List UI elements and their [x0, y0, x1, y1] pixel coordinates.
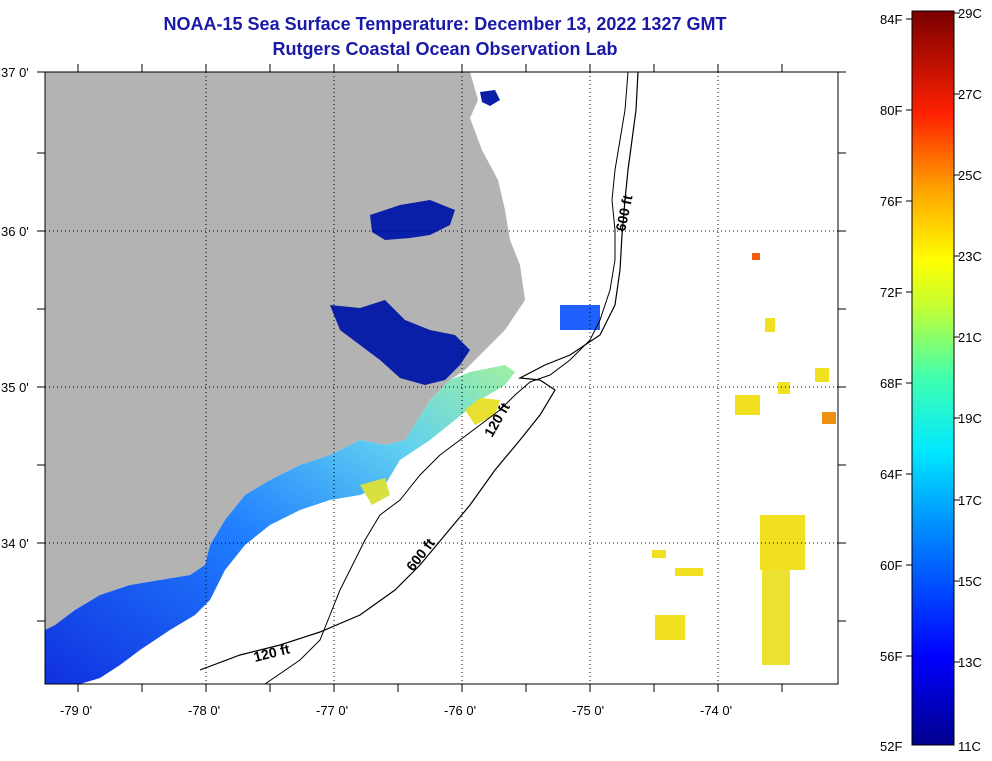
celsius-label: 19C [958, 411, 982, 426]
offshore-sst-patch [778, 382, 790, 394]
offshore-sst-patch [765, 318, 775, 332]
offshore-sst-patch [652, 550, 666, 558]
albemarle-sound [370, 200, 455, 240]
lon-label: -74 0' [700, 703, 732, 718]
celsius-label: 29C [958, 6, 982, 21]
warm-patch [360, 478, 390, 505]
lon-label: -78 0' [188, 703, 220, 718]
celsius-label: 21C [958, 330, 982, 345]
celsius-label: 11C [958, 739, 981, 754]
lat-label: 35 0' [1, 380, 29, 395]
fahrenheit-label: 84F [880, 12, 902, 27]
fahrenheit-label: 72F [880, 285, 902, 300]
fahrenheit-label: 64F [880, 467, 902, 482]
colorbar [911, 10, 955, 746]
graticule [45, 72, 838, 684]
lon-label: -75 0' [572, 703, 604, 718]
map-subtitle: Rutgers Coastal Ocean Observation Lab [272, 39, 618, 59]
celsius-label: 25C [958, 168, 982, 183]
celsius-label: 17C [958, 493, 982, 508]
offshore-sst-patch [560, 305, 600, 330]
offshore-sst-patch [822, 412, 836, 424]
colorbar-ticks [906, 12, 960, 663]
offshore-sst-patch [675, 568, 703, 576]
fahrenheit-label: 56F [880, 649, 902, 664]
fahrenheit-label: 76F [880, 194, 902, 209]
lon-label: -76 0' [444, 703, 476, 718]
lat-label: 37 0' [1, 65, 29, 80]
offshore-sst-patch [762, 570, 790, 665]
tick-marks [37, 64, 846, 692]
lon-label: -77 0' [316, 703, 348, 718]
lon-label: -79 0' [60, 703, 92, 718]
offshore-sst-patch [735, 395, 760, 415]
celsius-label: 15C [958, 574, 982, 589]
celsius-label: 27C [958, 87, 982, 102]
lat-label: 36 0' [1, 224, 29, 239]
isobath-600ft [199, 72, 639, 671]
offshore-sst-patch [655, 615, 685, 640]
map-frame [44, 71, 839, 685]
lat-label: 34 0' [1, 536, 29, 551]
fahrenheit-label: 68F [880, 376, 902, 391]
fahrenheit-label: 80F [880, 103, 902, 118]
celsius-label: 23C [958, 249, 982, 264]
fahrenheit-label: 60F [880, 558, 902, 573]
offshore-sst-patch [760, 515, 805, 570]
pamlico-sound [330, 300, 470, 385]
celsius-label: 13C [958, 655, 982, 670]
warm-patch [465, 398, 500, 425]
offshore-sst-patch [752, 253, 760, 260]
isobath-label: 600 ft [612, 193, 635, 232]
offshore-sst-patch [815, 368, 829, 382]
isobath-120ft [264, 72, 629, 684]
map-title: NOAA-15 Sea Surface Temperature: Decembe… [163, 14, 727, 34]
fahrenheit-label: 52F [880, 739, 902, 754]
coastal-estuary [480, 90, 500, 106]
coastal-sst-band [45, 365, 515, 684]
